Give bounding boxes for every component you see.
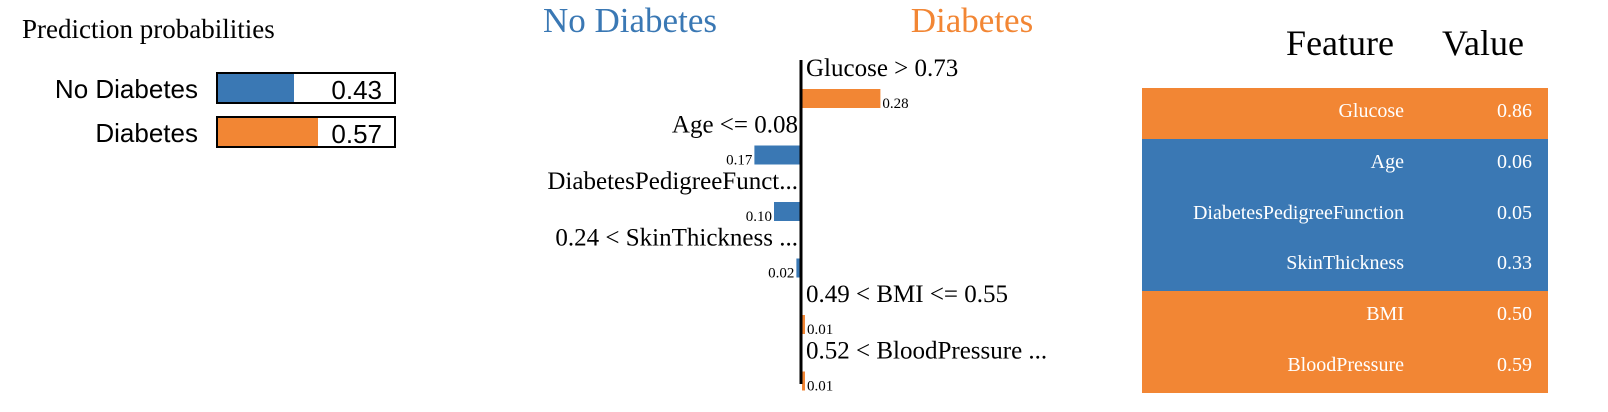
prob-row-no-diabetes: No Diabetes 0.43 [0, 72, 420, 108]
prob-row-diabetes: Diabetes 0.57 [0, 116, 420, 152]
table-cell-value: 0.50 [1497, 303, 1532, 326]
contribution-bar [796, 258, 802, 278]
negative-class-title: No Diabetes [543, 1, 717, 40]
table-body: Glucose 0.86 Age 0.06 DiabetesPedigreeFu… [1142, 88, 1548, 393]
contribution-bar [802, 89, 881, 108]
positive-class-title: Diabetes [911, 1, 1033, 40]
table-cell-feature: BloodPressure [1287, 353, 1404, 376]
table-cell-feature: DiabetesPedigreeFunction [1192, 201, 1404, 224]
prob-bar-no-diabetes: 0.43 [216, 72, 396, 105]
explanation-chart: No Diabetes Diabetes Glucose > 0.73 0.28 A… [543, 1, 1047, 395]
feature-condition-label: Age <= 0.08 [672, 112, 798, 139]
contribution-bar [802, 371, 805, 391]
contribution-value-label: 0.02 [768, 266, 794, 282]
table-cell-value: 0.59 [1497, 353, 1532, 376]
contribution-value-label: 0.10 [746, 209, 772, 225]
prob-value-diabetes: 0.57 [331, 119, 382, 149]
table-row: BloodPressure 0.59 [1142, 341, 1548, 393]
table-cell-feature: Age [1370, 150, 1404, 173]
prob-bar-fill-diabetes [218, 118, 319, 146]
table-cell-feature: BMI [1366, 303, 1404, 326]
table-header-feature: Feature [1286, 23, 1394, 63]
contribution-value-label: 0.17 [726, 153, 753, 169]
feature-condition-label: DiabetesPedigreeFunct... [547, 168, 798, 195]
contribution-value-label: 0.01 [807, 322, 833, 338]
prob-label-no-diabetes: No Diabetes [54, 74, 198, 104]
prob-bar-fill-no-diabetes [218, 74, 294, 102]
contribution-bar [802, 315, 805, 334]
table-cell-feature: Glucose [1338, 100, 1404, 122]
table-cell-value: 0.33 [1497, 252, 1532, 275]
table-cell-value: 0.86 [1497, 100, 1532, 122]
feature-condition-label: Glucose > 0.73 [806, 55, 958, 82]
contribution-value-label: 0.28 [882, 96, 908, 112]
table-row: SkinThickness 0.33 [1142, 240, 1548, 292]
contribution-bar [754, 145, 802, 165]
feature-condition-label: 0.24 < SkinThickness ... [555, 225, 798, 252]
table-row: Age 0.06 [1142, 138, 1548, 190]
feature-condition-label: 0.49 < BMI <= 0.55 [806, 281, 1008, 308]
table-cell-value: 0.05 [1497, 201, 1532, 224]
contribution-bar [774, 202, 802, 221]
table-row: BMI 0.50 [1142, 291, 1548, 342]
table-header-value: Value [1442, 23, 1524, 63]
prob-value-no-diabetes: 0.43 [331, 75, 382, 105]
feature-condition-label: 0.52 < BloodPressure ... [806, 338, 1047, 365]
table-row: Glucose 0.86 [1142, 88, 1548, 139]
prob-bar-diabetes: 0.57 [216, 116, 396, 149]
table-cell-value: 0.06 [1497, 150, 1532, 173]
table-cell-feature: SkinThickness [1286, 252, 1404, 275]
table-row: DiabetesPedigreeFunction 0.05 [1142, 189, 1548, 241]
contribution-value-label: 0.01 [807, 379, 833, 395]
prob-label-diabetes: Diabetes [95, 118, 198, 148]
prediction-probabilities: Prediction probabilities No Diabetes 0.4… [0, 0, 420, 160]
prediction-probabilities-title: Prediction probabilities [22, 14, 275, 44]
